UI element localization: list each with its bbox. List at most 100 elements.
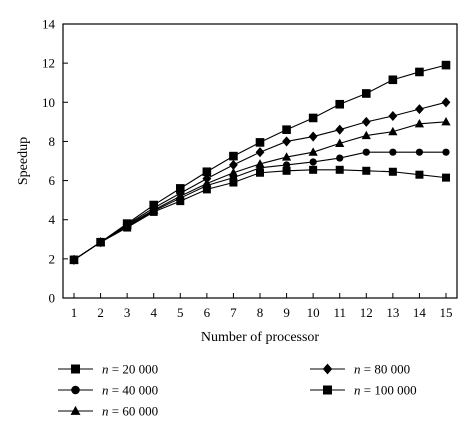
- y-tick-label: 6: [49, 173, 56, 188]
- data-point: [389, 148, 397, 156]
- data-point: [229, 159, 238, 170]
- data-point: [362, 166, 371, 175]
- x-tick-label: 5: [177, 305, 184, 320]
- legend-marker: [322, 363, 333, 375]
- data-point: [308, 131, 318, 142]
- data-point: [361, 89, 371, 98]
- data-point: [388, 75, 398, 85]
- legend-item: n = 20 000: [58, 362, 158, 377]
- series-100000: [69, 60, 451, 265]
- data-point: [202, 185, 211, 194]
- legend-item: n = 80 000: [310, 362, 410, 377]
- data-point: [256, 168, 264, 177]
- data-point: [414, 118, 425, 128]
- x-tick-label: 8: [257, 305, 264, 320]
- data-point: [415, 170, 424, 179]
- y-tick-label: 0: [49, 291, 56, 306]
- legend-marker: [323, 385, 332, 395]
- x-tick-label: 10: [307, 305, 320, 320]
- data-point: [335, 165, 344, 174]
- series-60000: [69, 117, 451, 264]
- data-point: [442, 173, 450, 182]
- data-point: [282, 161, 291, 169]
- data-point: [255, 138, 265, 147]
- data-point: [282, 166, 291, 175]
- legend-label: n = 100 000: [354, 383, 417, 398]
- data-point: [441, 117, 451, 126]
- series-line: [73, 101, 447, 261]
- x-tick-label: 4: [150, 305, 157, 320]
- y-tick-label: 10: [42, 95, 55, 110]
- x-tick-label: 13: [386, 305, 399, 320]
- y-tick-label: 14: [42, 17, 56, 32]
- x-tick-label: 6: [204, 305, 211, 320]
- x-axis-title: Number of processor: [201, 330, 320, 345]
- data-point: [282, 125, 291, 134]
- x-tick-label: 12: [360, 305, 373, 320]
- legend-label: n = 80 000: [354, 362, 410, 377]
- data-point: [441, 60, 451, 70]
- data-point: [255, 159, 265, 168]
- y-tick-label: 4: [49, 212, 56, 227]
- data-point: [361, 130, 371, 140]
- x-tick-label: 15: [440, 305, 453, 320]
- y-tick-label: 12: [42, 56, 55, 71]
- data-point: [335, 138, 345, 147]
- legend-marker: [71, 364, 80, 374]
- data-point: [335, 99, 345, 109]
- data-point: [388, 167, 397, 176]
- data-point: [122, 219, 132, 228]
- data-point: [255, 147, 265, 158]
- legend-item: n = 40 000: [58, 383, 158, 398]
- data-point: [202, 167, 212, 177]
- data-point: [361, 116, 371, 127]
- data-point: [441, 97, 451, 108]
- data-point: [415, 148, 424, 156]
- data-point: [308, 147, 318, 156]
- legend-label: n = 20 000: [102, 362, 158, 377]
- legend-label: n = 60 000: [102, 404, 158, 419]
- series-layer: [69, 60, 451, 265]
- legend-marker: [71, 385, 80, 395]
- series-20000: [70, 165, 450, 264]
- data-point: [308, 113, 318, 123]
- x-tick-label: 1: [71, 305, 78, 320]
- y-axis-title: Speedup: [16, 137, 31, 185]
- data-point: [309, 165, 318, 174]
- data-point: [229, 151, 238, 161]
- data-point: [175, 184, 185, 193]
- legend-marker: [70, 405, 81, 415]
- legend-item: n = 100 000: [310, 383, 417, 398]
- data-point: [309, 158, 317, 166]
- series-80000: [69, 97, 451, 265]
- data-point: [149, 200, 159, 210]
- y-tick-label: 8: [49, 134, 56, 149]
- y-tick-label: 2: [49, 251, 56, 266]
- x-tick-label: 3: [124, 305, 131, 320]
- data-point: [69, 255, 79, 265]
- data-point: [442, 148, 450, 156]
- series-line: [73, 169, 447, 261]
- data-point: [228, 167, 239, 177]
- data-point: [415, 67, 424, 77]
- x-tick-label: 2: [97, 305, 104, 320]
- legend-item: n = 60 000: [58, 404, 158, 419]
- legend-label: n = 40 000: [102, 383, 158, 398]
- x-tick-label: 11: [333, 305, 346, 320]
- data-point: [388, 110, 398, 122]
- data-point: [229, 178, 238, 187]
- x-tick-label: 7: [230, 305, 237, 320]
- data-point: [282, 136, 291, 147]
- data-point: [202, 173, 212, 184]
- x-tick-label: 14: [413, 305, 427, 320]
- data-point: [415, 104, 424, 115]
- x-tick-label: 9: [283, 305, 290, 320]
- data-point: [362, 148, 370, 156]
- data-point: [388, 126, 398, 136]
- legend: n = 20 000 n = 40 000 n = 60 000 n = 80 000…: [58, 362, 417, 419]
- data-point: [96, 237, 105, 247]
- data-point: [281, 152, 292, 161]
- data-point: [336, 154, 344, 162]
